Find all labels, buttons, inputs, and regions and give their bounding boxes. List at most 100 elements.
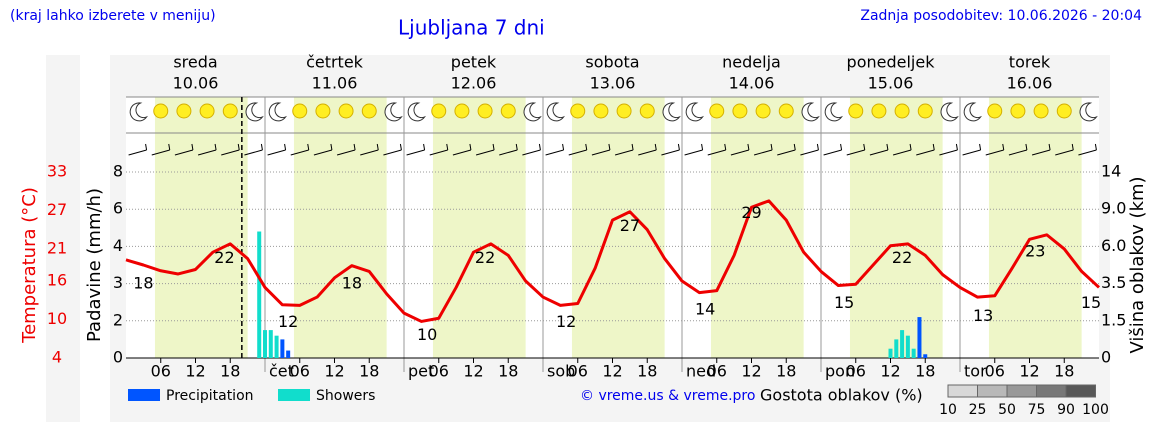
- precip-bar: [917, 317, 922, 358]
- sun-icon: [431, 103, 447, 119]
- wind-barb: [214, 143, 217, 151]
- temp-label: 27: [620, 216, 640, 235]
- wind-barb: [585, 143, 588, 151]
- subtitle: (kraj lahko izberete v meniju): [10, 8, 216, 24]
- wind-barb: [499, 149, 518, 156]
- wind-barb: [515, 143, 518, 151]
- wind-barb: [423, 143, 426, 151]
- day-date: 14.06: [729, 74, 775, 93]
- temp-tick-label: 27: [47, 200, 67, 219]
- temp-tick-label: 21: [47, 238, 67, 257]
- wind-barb: [1048, 143, 1051, 151]
- sun-icon: [361, 103, 377, 119]
- sun-icon: [987, 103, 1003, 119]
- sun-icon: [778, 103, 794, 119]
- wind-barb: [638, 149, 657, 156]
- wind-barb: [654, 143, 657, 151]
- legend-label: Showers: [316, 388, 375, 404]
- density-level: 10: [939, 402, 957, 418]
- moon-icon: [268, 102, 287, 122]
- wind-barb: [399, 143, 402, 151]
- wind-barb: [1025, 143, 1028, 151]
- moon-icon: [685, 102, 704, 122]
- sun-icon: [616, 103, 632, 119]
- precip-bar: [888, 348, 893, 358]
- temp-label: 22: [892, 248, 912, 267]
- wind-barb: [985, 149, 1004, 156]
- temp-label: 22: [214, 248, 234, 267]
- wind-barb: [360, 149, 379, 156]
- moon-icon: [801, 102, 820, 122]
- precip-bar: [923, 354, 928, 358]
- temp-label: 18: [342, 274, 362, 293]
- daylight-band: [710, 97, 804, 358]
- sun-icon: [1033, 103, 1049, 119]
- day-name: ponedeljek: [847, 53, 936, 72]
- density-swatch: [1006, 384, 1037, 398]
- day-date: 16.06: [1007, 74, 1053, 93]
- wind-barb: [568, 149, 587, 156]
- density-level: 25: [969, 402, 987, 418]
- day-date: 13.06: [590, 74, 636, 93]
- moon-icon: [1079, 102, 1098, 122]
- wind-barb: [221, 149, 240, 156]
- moon-icon: [407, 102, 426, 122]
- wind-barb: [538, 143, 541, 151]
- sun-icon: [755, 103, 771, 119]
- wind-barb: [336, 149, 356, 156]
- daylight-band: [571, 97, 665, 358]
- day-date: 11.06: [312, 74, 358, 93]
- wind-barb: [429, 149, 448, 156]
- x-tick-label: tor: [964, 362, 987, 381]
- wind-barb: [840, 143, 843, 151]
- sun-icon: [709, 103, 725, 119]
- wind-barb: [244, 149, 263, 156]
- density-level: 100: [1082, 402, 1109, 418]
- density-swatch: [947, 384, 978, 398]
- x-tick-label: 12: [741, 362, 761, 381]
- temp-label: 22: [475, 248, 495, 267]
- wind-barb: [869, 149, 889, 156]
- wind-barb: [1008, 149, 1028, 156]
- chart-title: Ljubljana 7 dni: [398, 16, 545, 40]
- precip-bar: [274, 335, 279, 358]
- density-level: 90: [1057, 402, 1075, 418]
- precip-axis-label: Padavine (mm/h): [84, 188, 105, 342]
- temp-label: 15: [834, 293, 854, 312]
- temp-label: 14: [695, 299, 715, 318]
- moon-icon: [546, 102, 565, 122]
- temp-tick-label: 10: [47, 309, 67, 328]
- wind-barb: [962, 149, 981, 156]
- wind-barb: [777, 149, 796, 156]
- wind-barb: [330, 143, 333, 151]
- cloud-height-axis-label: Višina oblakov (km): [1127, 176, 1148, 353]
- temp-axis-label: Temperatura (°C): [19, 187, 40, 344]
- density-swatch: [1036, 384, 1067, 398]
- day-date: 12.06: [451, 74, 497, 93]
- wind-barb: [383, 149, 402, 156]
- temp-tick-label: 4: [52, 348, 62, 367]
- sun-icon: [570, 103, 586, 119]
- wind-barb: [260, 143, 263, 151]
- moon-icon: [824, 102, 843, 122]
- wind-barb: [1002, 143, 1005, 151]
- temp-label: 23: [1025, 242, 1045, 261]
- moon-icon: [940, 102, 959, 122]
- wind-barb: [353, 143, 356, 151]
- moon-icon: [129, 102, 148, 122]
- daylight-band: [154, 97, 248, 358]
- x-tick-label: 18: [498, 362, 518, 381]
- x-tick-label: 18: [915, 362, 935, 381]
- wind-barb: [307, 143, 310, 151]
- x-tick-label: 12: [324, 362, 344, 381]
- wind-barb: [522, 149, 541, 156]
- wind-barb: [823, 149, 842, 156]
- x-tick-label: pon: [825, 362, 855, 381]
- wind-barb: [313, 149, 333, 156]
- sun-icon: [153, 103, 169, 119]
- wind-barb: [886, 143, 889, 151]
- wind-barb: [591, 149, 611, 156]
- temp-label: 15: [1081, 293, 1101, 312]
- wind-barb: [979, 143, 982, 151]
- x-tick-label: 18: [1054, 362, 1074, 381]
